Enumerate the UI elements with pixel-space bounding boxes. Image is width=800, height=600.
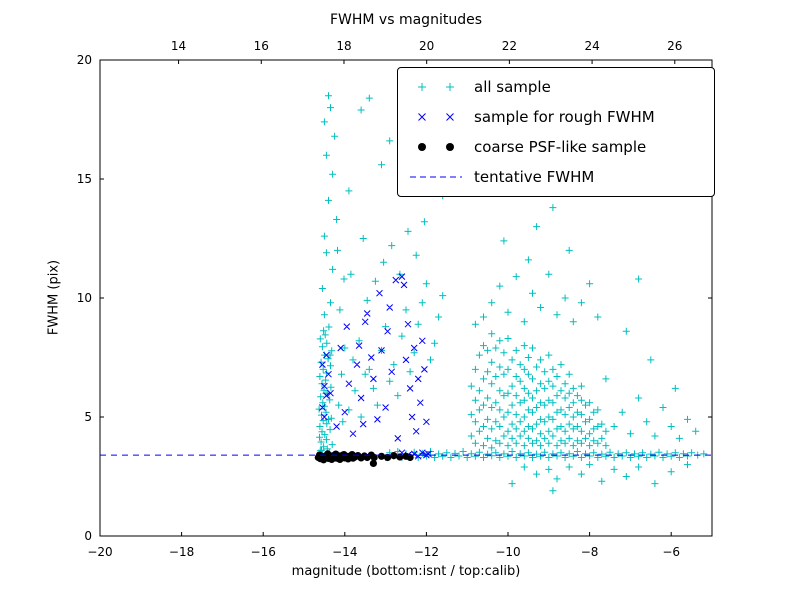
legend-label: coarse PSF-like sample xyxy=(474,138,647,156)
cross-legend-marker xyxy=(418,113,454,121)
legend-entry: all sample xyxy=(408,72,704,102)
x-tick-label: −16 xyxy=(251,545,276,559)
x-tick-label: −10 xyxy=(495,545,520,559)
legend-entry: tentative FWHM xyxy=(408,162,704,192)
legend-entry: coarse PSF-like sample xyxy=(408,132,704,162)
y-tick-label: 10 xyxy=(77,291,92,305)
legend-label: sample for rough FWHM xyxy=(474,108,655,126)
dashed-line-legend-marker xyxy=(410,176,462,178)
plus-legend-marker xyxy=(418,83,454,91)
x-axis-label: magnitude (bottom:isnt / top:calib) xyxy=(291,564,521,579)
top-tick-label: 18 xyxy=(336,39,351,53)
legend-label: all sample xyxy=(474,78,551,96)
x-tick-label: −18 xyxy=(169,545,194,559)
x-tick-label: −8 xyxy=(581,545,599,559)
top-tick-label: 26 xyxy=(667,39,682,53)
legend: all sample sample for rough FWHM coarse PS… xyxy=(397,67,715,197)
top-tick-label: 24 xyxy=(584,39,599,53)
top-tick-label: 14 xyxy=(171,39,186,53)
dot-legend-marker xyxy=(418,143,454,151)
top-tick-label: 16 xyxy=(254,39,269,53)
legend-entry: sample for rough FWHM xyxy=(408,102,704,132)
legend-label: tentative FWHM xyxy=(474,168,595,186)
series-coarse-psf xyxy=(314,450,414,467)
top-tick-label: 20 xyxy=(419,39,434,53)
chart-title: FWHM vs magnitudes xyxy=(329,12,482,28)
x-tick-label: −20 xyxy=(87,545,112,559)
y-tick-label: 20 xyxy=(77,53,92,67)
y-tick-label: 15 xyxy=(77,172,92,186)
x-tick-label: −12 xyxy=(414,545,439,559)
y-tick-label: 5 xyxy=(84,410,92,424)
top-tick-label: 22 xyxy=(502,39,517,53)
y-axis-label: FWHM (pix) xyxy=(46,259,62,336)
series-rough-fwhm xyxy=(319,273,432,460)
x-tick-label: −6 xyxy=(662,545,680,559)
y-tick-label: 0 xyxy=(84,529,92,543)
x-tick-label: −14 xyxy=(332,545,357,559)
